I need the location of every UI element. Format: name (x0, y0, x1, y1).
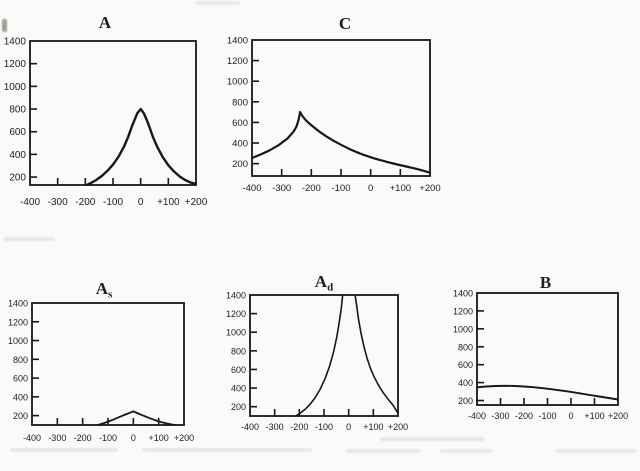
y-tick-label-Ad: 600 (231, 365, 246, 375)
x-tick-label-C: -100 (331, 183, 350, 194)
y-tick-label-As: 1400 (8, 299, 28, 309)
y-tick-label-As: 1000 (8, 336, 28, 346)
y-tick-label-As: 1200 (8, 317, 28, 327)
y-tick-label-As: 400 (13, 392, 28, 402)
chart-title-Ad: Ad (315, 272, 333, 294)
y-tick-label-C: 1200 (227, 56, 248, 67)
x-tick-label-Ad: +100 (363, 422, 383, 432)
chart-title-C: C (339, 14, 351, 33)
x-tick-label-A: 0 (138, 197, 144, 208)
y-tick-label-B: 800 (458, 342, 473, 352)
y-tick-label-B: 400 (458, 378, 473, 388)
chart-B: 200 400 600 800 1000 1200 1400 -400 -300 -200 -100… (453, 273, 628, 421)
x-tick-label-Ad: 0 (346, 422, 351, 432)
x-tick-label-A: -200 (75, 197, 95, 208)
x-tick-label-B: -300 (491, 411, 509, 421)
x-tick-label-A: +200 (185, 197, 208, 208)
y-tick-label-A: 600 (9, 127, 26, 138)
plot-box-C (251, 39, 431, 177)
y-tick-label-C: 200 (232, 159, 248, 170)
y-tick-label-As: 600 (13, 374, 28, 384)
x-tick-label-Ad: +200 (388, 422, 408, 432)
x-tick-label-B: +100 (584, 411, 604, 421)
x-tick-label-B: -100 (538, 411, 556, 421)
x-tick-label-C: +100 (390, 183, 411, 194)
x-tick-label-As: -400 (23, 433, 41, 443)
x-tick-label-As: 0 (131, 433, 136, 443)
y-tick-label-Ad: 400 (231, 384, 246, 394)
y-tick-label-A: 200 (9, 173, 26, 184)
y-tick-label-A: 1400 (4, 37, 27, 48)
curve-B (476, 384, 619, 401)
x-tick-label-A: -300 (48, 197, 68, 208)
y-tick-label-B: 1000 (453, 324, 473, 334)
x-tick-label-A: +100 (157, 197, 180, 208)
y-tick-label-C: 600 (232, 118, 248, 129)
y-tick-label-A: 800 (9, 105, 26, 116)
x-tick-label-B: -200 (515, 411, 533, 421)
curve-A (85, 107, 197, 186)
x-tick-label-A: -400 (20, 197, 40, 208)
x-tick-label-As: -300 (48, 433, 66, 443)
chart-Ad: 200 400 600 800 1000 1200 1400 -400 -300 -200 -100… (226, 272, 408, 432)
x-tick-label-Ad: -100 (315, 422, 333, 432)
y-tick-label-B: 200 (458, 396, 473, 406)
chart-title-B: B (540, 273, 551, 292)
y-tick-label-As: 200 (13, 411, 28, 421)
plot-box-As (31, 302, 185, 426)
x-tick-label-C: 0 (368, 183, 373, 194)
y-tick-label-A: 1000 (4, 82, 27, 93)
chart-As: 200 400 600 800 1000 1200 1400 -400 -300 -200 -100… (8, 279, 194, 443)
y-tick-label-A: 400 (9, 150, 26, 161)
curve-Ad (294, 295, 399, 417)
y-tick-label-C: 800 (232, 97, 248, 108)
x-tick-label-C: -200 (302, 183, 321, 194)
y-tick-label-A: 1200 (4, 59, 27, 70)
x-tick-label-As: +200 (174, 433, 194, 443)
x-tick-label-C: -400 (242, 183, 261, 194)
x-tick-label-C: -300 (272, 183, 291, 194)
x-tick-label-Ad: -200 (290, 422, 308, 432)
y-tick-label-Ad: 1400 (226, 291, 246, 301)
x-tick-label-C: +200 (419, 183, 440, 194)
x-tick-label-Ad: -300 (266, 422, 284, 432)
chart-title-A: A (99, 13, 112, 32)
y-tick-label-C: 1000 (227, 77, 248, 88)
curve-As (97, 410, 176, 426)
plot-box-Ad (249, 294, 399, 417)
chart-title-As: As (96, 279, 113, 301)
y-tick-label-C: 400 (232, 139, 248, 150)
y-tick-label-Ad: 800 (231, 346, 246, 356)
x-tick-label-A: -100 (103, 197, 123, 208)
y-tick-label-B: 600 (458, 360, 473, 370)
chart-C: 200 400 600 800 1000 1200 1400 -400 -300 -200 -100… (227, 14, 441, 194)
y-tick-label-Ad: 1200 (226, 309, 246, 319)
y-tick-label-Ad: 1000 (226, 328, 246, 338)
x-tick-label-B: -400 (468, 411, 486, 421)
x-tick-label-Ad: -400 (241, 422, 259, 432)
y-tick-label-Ad: 200 (231, 402, 246, 412)
x-tick-label-As: +100 (149, 433, 169, 443)
y-tick-label-B: 1200 (453, 306, 473, 316)
y-tick-label-C: 1400 (227, 36, 248, 47)
y-tick-label-As: 800 (13, 355, 28, 365)
y-tick-label-B: 1400 (453, 289, 473, 299)
x-tick-label-As: -200 (74, 433, 92, 443)
x-tick-label-As: -100 (99, 433, 117, 443)
chart-A: 200 400 600 800 1000 1200 1400 -400 -300 -200 -100… (4, 13, 208, 208)
curve-C (251, 111, 431, 174)
x-tick-label-B: +200 (608, 411, 628, 421)
x-tick-label-B: 0 (568, 411, 573, 421)
